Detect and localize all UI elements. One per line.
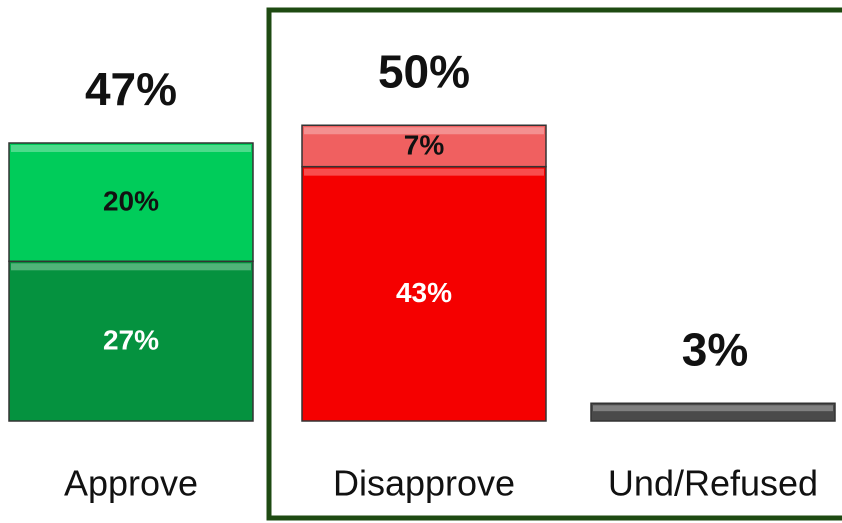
bar-segment (301, 124, 547, 168)
total-label: 50% (378, 45, 470, 97)
category-label: Und/Refused (608, 463, 818, 504)
category-label: Approve (64, 463, 198, 504)
total-label: 3% (682, 323, 748, 375)
segment-label: 43% (396, 277, 452, 308)
bar-segment (8, 260, 254, 422)
bar-segment (590, 402, 836, 422)
category-label: Disapprove (333, 463, 515, 504)
total-label: 47% (85, 63, 177, 115)
segment-label: 7% (404, 129, 445, 160)
bar-segment (301, 165, 547, 422)
segment-label: 27% (103, 325, 159, 356)
bar-bevel (11, 263, 251, 271)
highlight-frame (266, 7, 842, 521)
segment-label: 20% (103, 186, 159, 217)
bar-bevel (304, 127, 544, 135)
bar-bevel (11, 145, 251, 152)
bar-bevel (593, 405, 833, 412)
bar-bevel (304, 168, 544, 176)
bar-segment (8, 142, 254, 263)
